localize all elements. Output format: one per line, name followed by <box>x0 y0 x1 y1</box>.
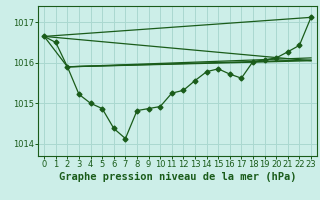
X-axis label: Graphe pression niveau de la mer (hPa): Graphe pression niveau de la mer (hPa) <box>59 172 296 182</box>
